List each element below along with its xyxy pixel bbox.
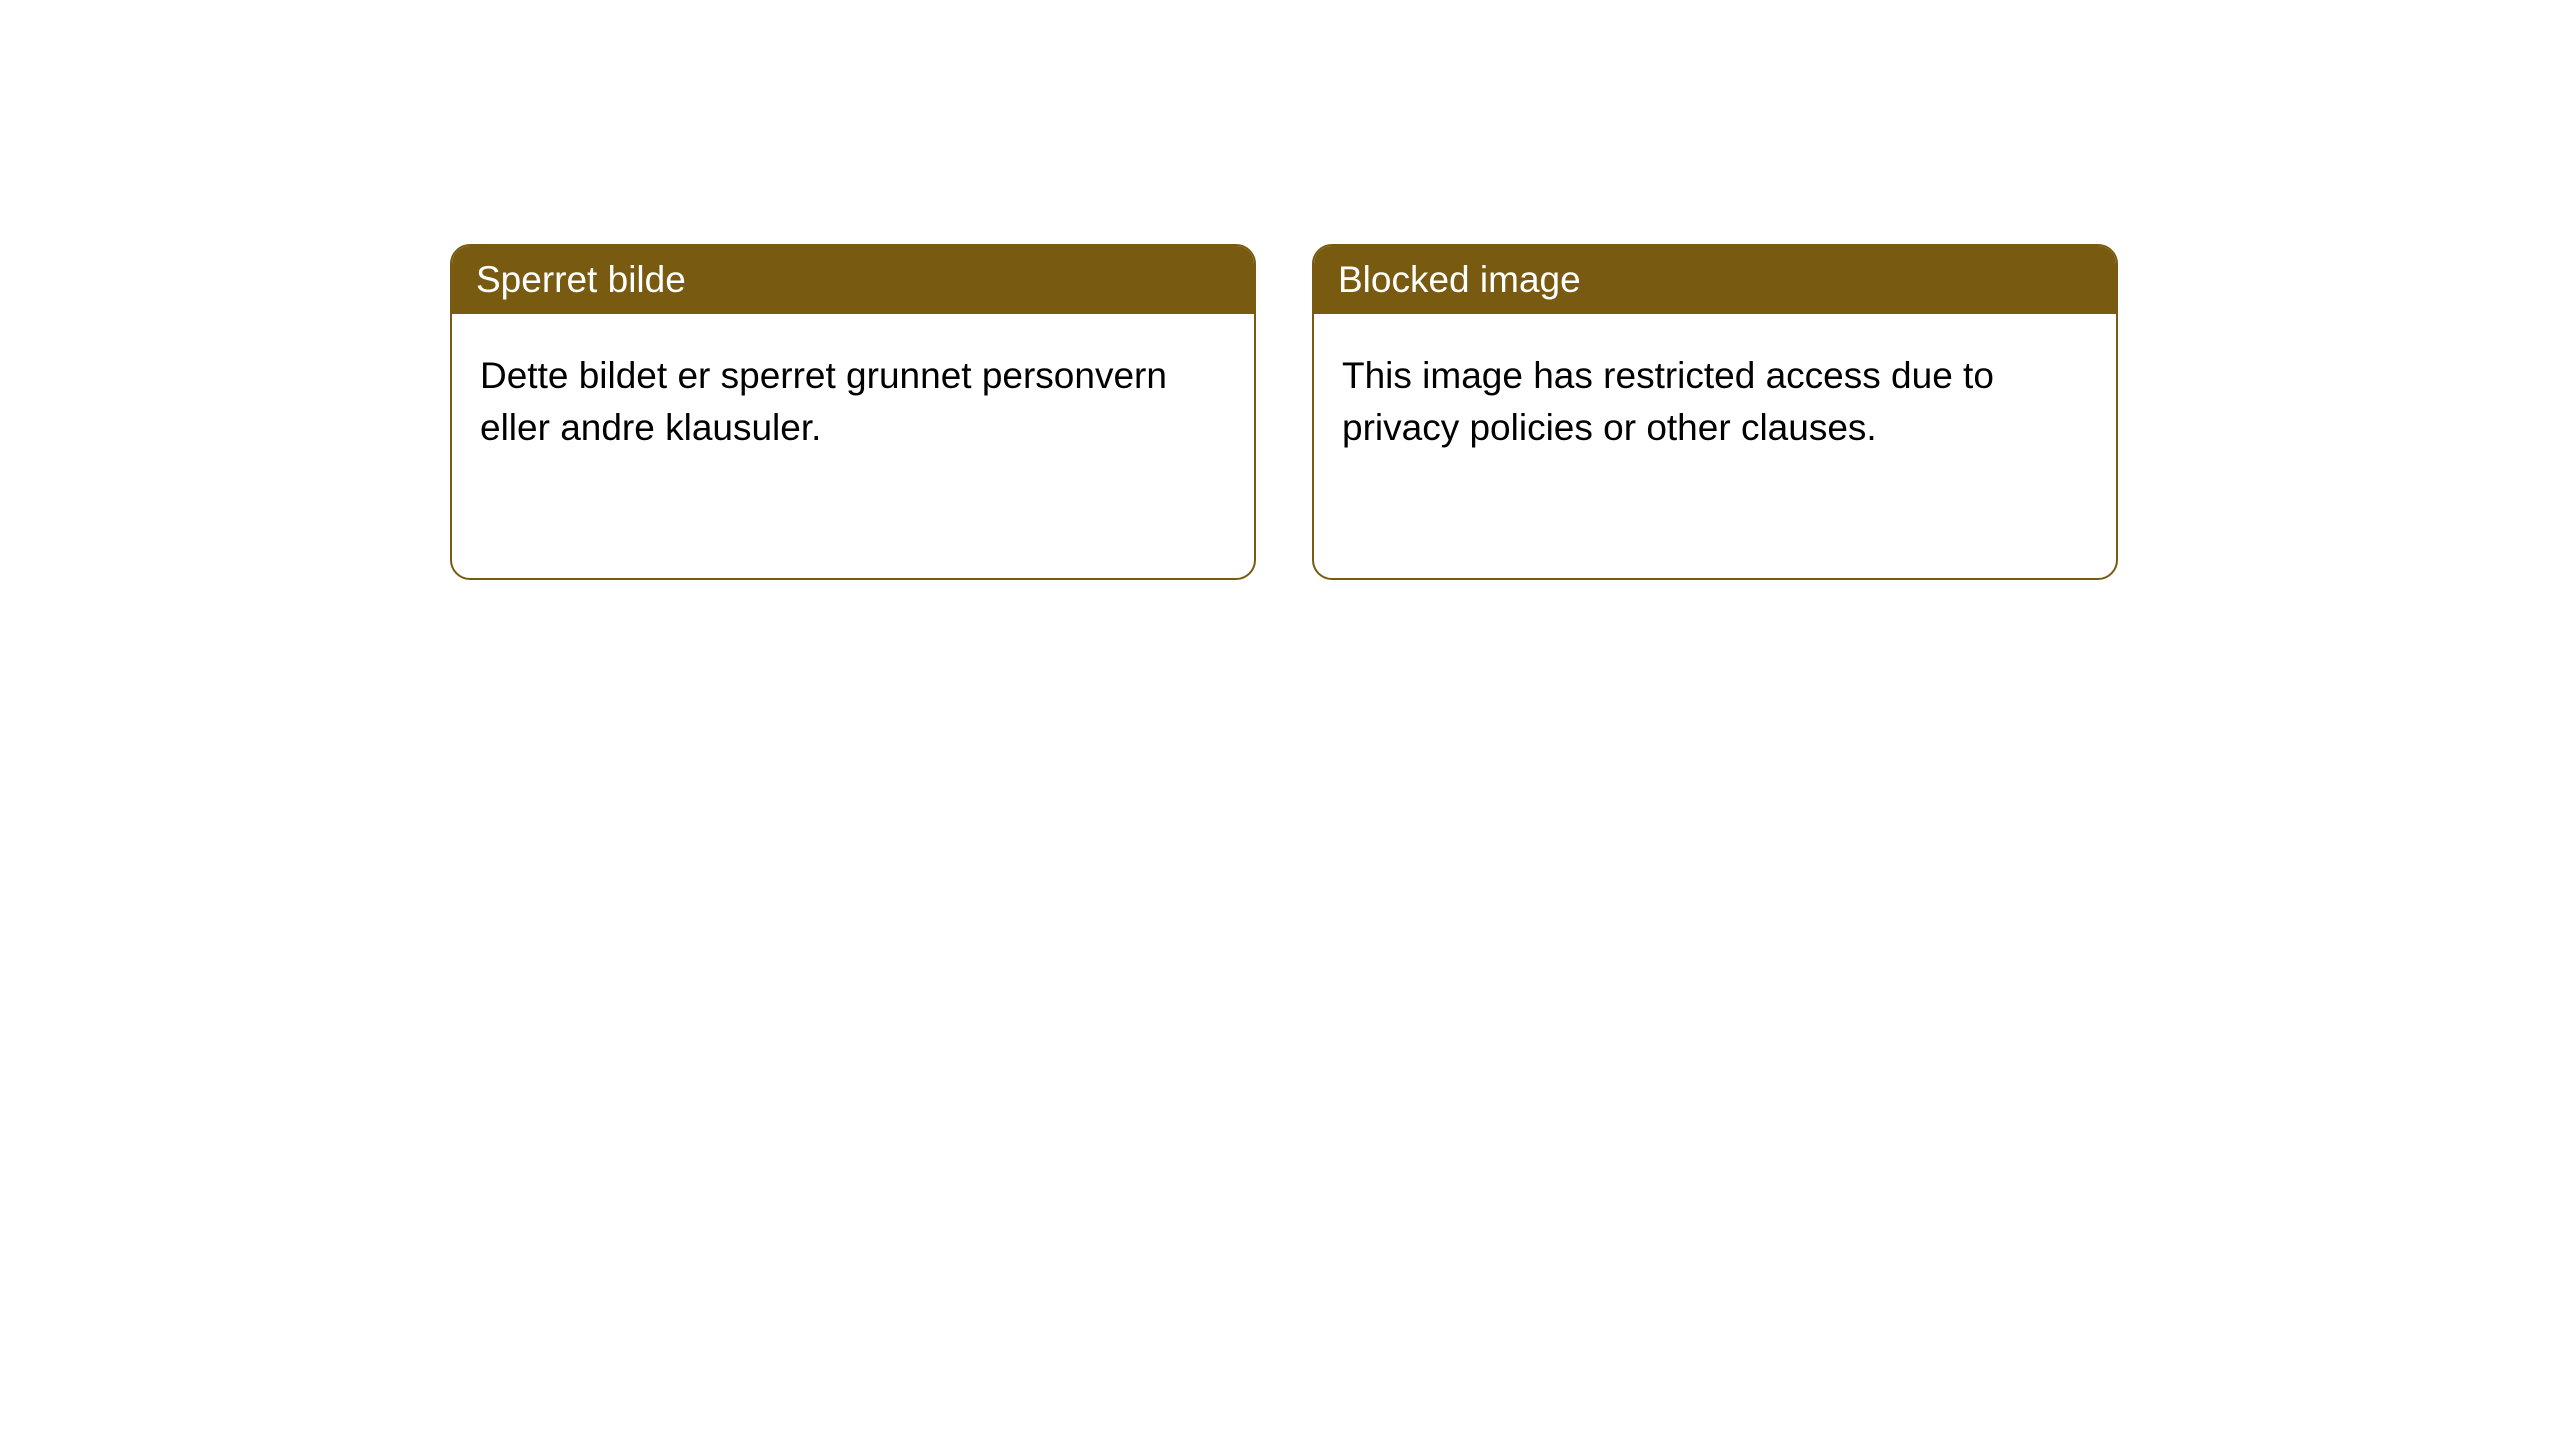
- card-title-en: Blocked image: [1338, 259, 1581, 300]
- card-header-no: Sperret bilde: [452, 246, 1254, 314]
- card-header-en: Blocked image: [1314, 246, 2116, 314]
- card-title-no: Sperret bilde: [476, 259, 686, 300]
- blocked-image-card-en: Blocked image This image has restricted …: [1312, 244, 2118, 580]
- card-message-en: This image has restricted access due to …: [1342, 355, 1994, 448]
- card-body-en: This image has restricted access due to …: [1314, 314, 2116, 490]
- blocked-image-card-no: Sperret bilde Dette bildet er sperret gr…: [450, 244, 1256, 580]
- card-message-no: Dette bildet er sperret grunnet personve…: [480, 355, 1167, 448]
- notice-container: Sperret bilde Dette bildet er sperret gr…: [0, 0, 2560, 580]
- card-body-no: Dette bildet er sperret grunnet personve…: [452, 314, 1254, 490]
